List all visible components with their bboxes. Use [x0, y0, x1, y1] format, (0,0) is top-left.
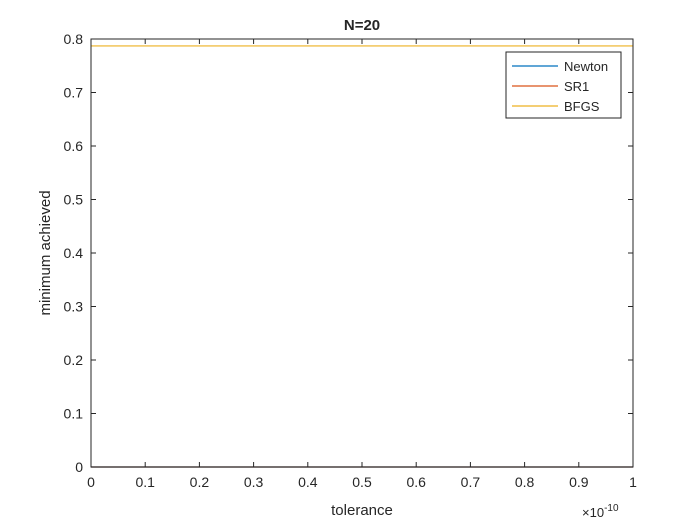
y-tick-label: 0.5 — [64, 192, 84, 208]
y-tick-label: 0.4 — [64, 245, 84, 261]
y-tick-label: 0.1 — [64, 406, 84, 422]
y-tick-label: 0 — [75, 459, 83, 475]
x-tick-label: 0.8 — [515, 474, 535, 490]
y-tick-label: 0.7 — [64, 85, 84, 101]
legend-label: SR1 — [564, 79, 589, 94]
x-tick-label: 0.2 — [190, 474, 210, 490]
tick-layer: 0 0.1 0.2 0.3 0.4 0.5 0.6 0.7 0.8 0.9 1 0 0.1 0.2 0.3 0… — [64, 31, 638, 490]
legend-label: BFGS — [564, 99, 600, 114]
y-tick-label: 0.3 — [64, 299, 84, 315]
x-tick-label: 0.3 — [244, 474, 264, 490]
x-tick-label: 0.9 — [569, 474, 589, 490]
x-axis-label: tolerance — [331, 502, 393, 519]
x-tick-label: 0.1 — [135, 474, 155, 490]
x-tick-label: 0 — [87, 474, 95, 490]
x-tick-label: 0.5 — [352, 474, 372, 490]
axes-box — [90, 38, 634, 468]
y-tick-label: 0.6 — [64, 138, 84, 154]
x-tick-label: 0.4 — [298, 474, 318, 490]
x-tick-label: 0.7 — [461, 474, 481, 490]
legend: Newton SR1 BFGS — [505, 51, 622, 119]
x-exponent-label: ×10-10 — [582, 503, 619, 520]
legend-label: Newton — [564, 59, 608, 74]
chart-title: N=20 — [344, 17, 380, 34]
y-axis-label: minimum achieved — [37, 190, 54, 315]
legend-box — [505, 51, 622, 119]
y-tick-label: 0.2 — [64, 352, 84, 368]
y-tick-label: 0.8 — [64, 31, 84, 47]
x-tick-label: 1 — [629, 474, 637, 490]
x-tick-label: 0.6 — [406, 474, 426, 490]
